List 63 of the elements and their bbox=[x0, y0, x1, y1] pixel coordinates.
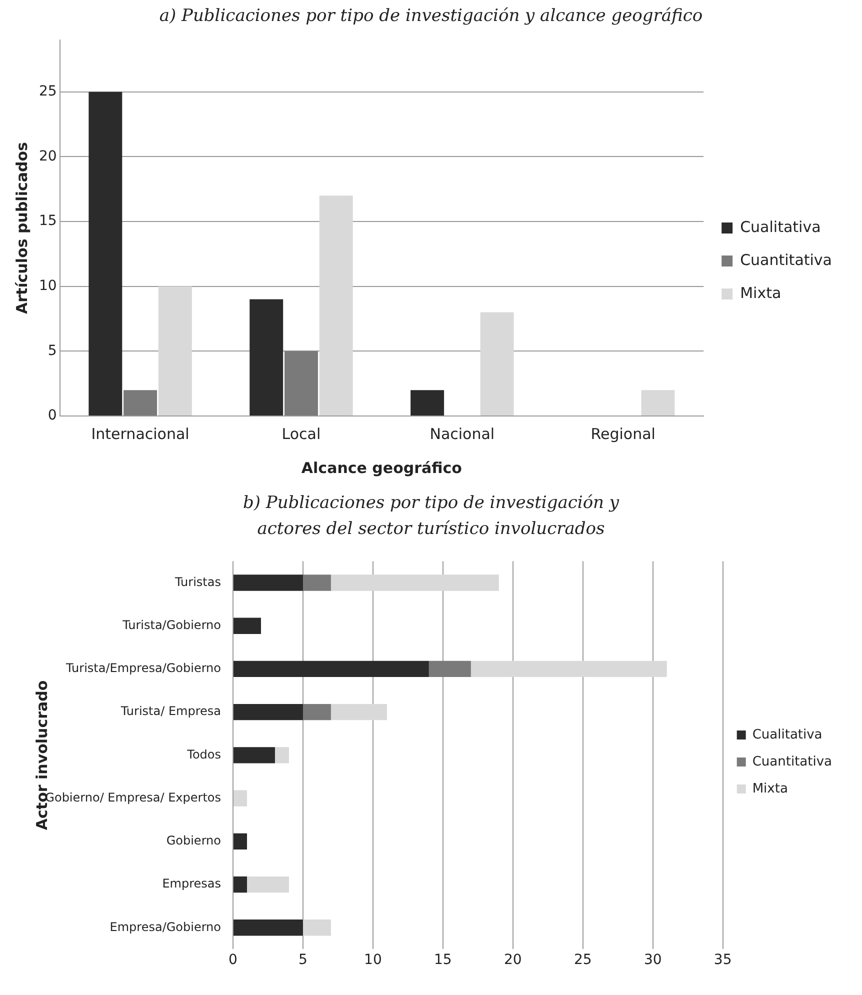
y-axis-title: Artículos publicados bbox=[12, 142, 31, 314]
bar bbox=[274, 747, 289, 764]
y-tick-label: Empresas bbox=[162, 876, 221, 891]
y-tick-label: Turistas bbox=[174, 574, 221, 589]
y-tick-label: 25 bbox=[38, 84, 57, 100]
bar bbox=[284, 351, 318, 416]
x-tick-label: Local bbox=[282, 424, 321, 443]
legend-label: Mixta bbox=[740, 284, 782, 302]
y-tick-label: 10 bbox=[38, 278, 57, 294]
bar bbox=[302, 704, 331, 720]
bar bbox=[234, 618, 261, 634]
y-tick-label: Turista/Gobierno bbox=[122, 618, 221, 632]
bar bbox=[330, 704, 387, 720]
x-tick-label: Nacional bbox=[430, 424, 495, 443]
bar bbox=[124, 390, 158, 416]
y-tick-label: 5 bbox=[48, 342, 57, 359]
x-tick-label: 25 bbox=[574, 952, 592, 968]
chart-title: b) Publicaciones por tipo de investigación y actores del sector turístico involucrados bbox=[242, 492, 620, 541]
bar bbox=[234, 833, 247, 850]
bar bbox=[234, 704, 303, 720]
bar bbox=[234, 920, 303, 936]
y-tick-label: 0 bbox=[48, 408, 57, 424]
bar bbox=[302, 920, 331, 936]
bar bbox=[470, 660, 667, 678]
legend-label: Cuantitativa bbox=[752, 754, 832, 770]
y-tick-label: 20 bbox=[38, 148, 57, 164]
bar bbox=[234, 660, 429, 678]
bar bbox=[234, 790, 247, 806]
bar bbox=[410, 390, 444, 416]
x-tick-label: 20 bbox=[504, 952, 522, 968]
y-tick-label: Todos bbox=[186, 747, 221, 762]
legend-label: Mixta bbox=[752, 781, 788, 796]
chart-title: a) Publicaciones por tipo de investigación y alcance geográfico bbox=[158, 5, 704, 26]
x-tick-label: 35 bbox=[714, 952, 732, 968]
bar bbox=[234, 747, 275, 764]
x-tick-label: 0 bbox=[228, 952, 238, 968]
x-tick-label: 5 bbox=[298, 952, 308, 968]
x-tick-label: Internacional bbox=[91, 424, 190, 443]
bar bbox=[234, 876, 247, 893]
y-tick-label: Gobierno bbox=[166, 834, 221, 848]
bar bbox=[158, 286, 192, 416]
bar bbox=[428, 660, 471, 678]
bar bbox=[319, 196, 353, 416]
bar bbox=[250, 299, 284, 416]
x-tick-label: 30 bbox=[644, 952, 662, 968]
x-tick-label: Regional bbox=[590, 424, 656, 443]
legend-label: Cualitativa bbox=[740, 218, 821, 236]
legend-label: Cuantitativa bbox=[740, 250, 832, 269]
bar bbox=[234, 574, 303, 591]
bar bbox=[302, 574, 331, 591]
bar bbox=[88, 92, 122, 416]
y-tick-label: Turista/Empresa/Gobierno bbox=[65, 661, 221, 676]
x-tick-label: 10 bbox=[364, 952, 382, 968]
y-tick-label: Turista/ Empresa bbox=[120, 704, 221, 718]
bar bbox=[641, 390, 675, 416]
y-tick-label: Empresa/Gobierno bbox=[110, 920, 221, 934]
x-axis-title: Alcance geográfico bbox=[301, 458, 462, 477]
bar bbox=[330, 574, 499, 591]
bar bbox=[246, 876, 289, 893]
x-tick-label: 15 bbox=[434, 952, 452, 968]
bar bbox=[480, 312, 514, 416]
legend-label: Cualitativa bbox=[752, 727, 822, 742]
y-tick-label: 15 bbox=[38, 213, 57, 230]
